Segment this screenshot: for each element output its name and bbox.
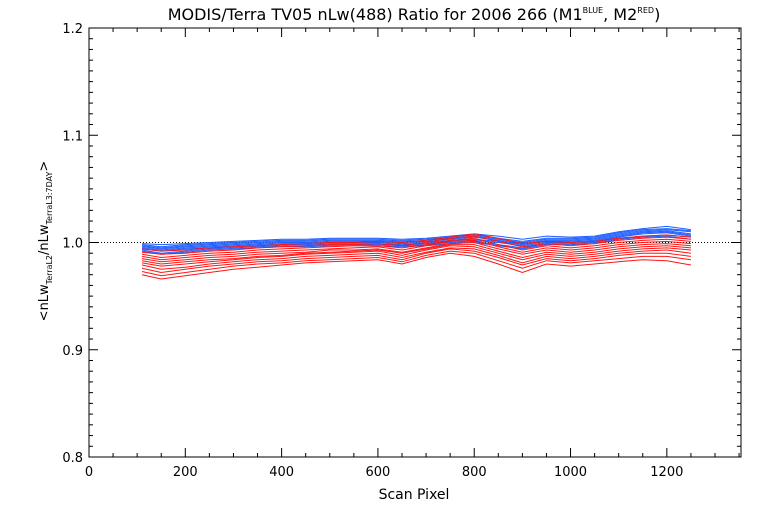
x-tick-label: 400 xyxy=(269,465,294,480)
series-line-9 xyxy=(141,233,691,252)
plot-area: 0 200 400 600 800 1000 1200 0.8 0.9 1.0 1.1 1.2 xyxy=(62,22,742,480)
y-tick-label: 1.1 xyxy=(62,129,83,144)
series-line-7 xyxy=(141,234,691,254)
y-axis-label-sub1: TerraL2 xyxy=(45,255,54,285)
series-line-14 xyxy=(141,244,691,265)
y-tick-label: 0.9 xyxy=(62,344,83,359)
series-line-15 xyxy=(141,245,691,267)
series-line-11 xyxy=(141,237,691,259)
chart-title-sup-red: RED xyxy=(637,6,654,15)
y-axis-label-slash: /nLw xyxy=(37,224,52,255)
x-tick-label: 1000 xyxy=(554,465,587,480)
series-line-12 xyxy=(141,239,691,261)
chart-title-end: ) xyxy=(654,5,660,24)
y-axis-label: <nLwTerraL2/nLwTerraL3:7DAY> xyxy=(37,161,54,322)
series-line-10 xyxy=(141,235,691,255)
series-line-17 xyxy=(141,248,691,274)
chart-title-main: MODIS/Terra TV05 nLw(488) Ratio for 2006… xyxy=(168,5,583,24)
x-axis-label: Scan Pixel xyxy=(379,487,450,503)
series-line-16 xyxy=(141,247,691,270)
y-axis-label-open: <nLw xyxy=(37,284,52,321)
x-tick-label: 600 xyxy=(366,465,391,480)
y-tick-label: 0.8 xyxy=(62,451,83,466)
series-line-5 xyxy=(141,231,691,251)
chart-title-mid: , M2 xyxy=(603,5,637,24)
chart-title-sup-blue: BLUE xyxy=(583,6,603,15)
x-tick-label: 800 xyxy=(462,465,487,480)
y-tick-label: 1.0 xyxy=(62,237,83,252)
series-line-3 xyxy=(141,229,691,249)
y-tick-label: 1.2 xyxy=(62,22,83,37)
series-line-1 xyxy=(141,225,691,246)
x-tick-label: 0 xyxy=(85,465,93,480)
y-axis-label-close: > xyxy=(37,161,52,172)
x-tick-label: 1200 xyxy=(650,465,683,480)
series-line-2 xyxy=(141,228,691,248)
series-line-19 xyxy=(141,252,691,280)
series-line-13 xyxy=(141,241,691,263)
x-tick-label: 200 xyxy=(173,465,198,480)
y-axis-label-sub2: TerraL3:7DAY xyxy=(45,171,54,225)
series-line-18 xyxy=(141,250,691,277)
chart-title: MODIS/Terra TV05 nLw(488) Ratio for 2006… xyxy=(168,5,661,24)
